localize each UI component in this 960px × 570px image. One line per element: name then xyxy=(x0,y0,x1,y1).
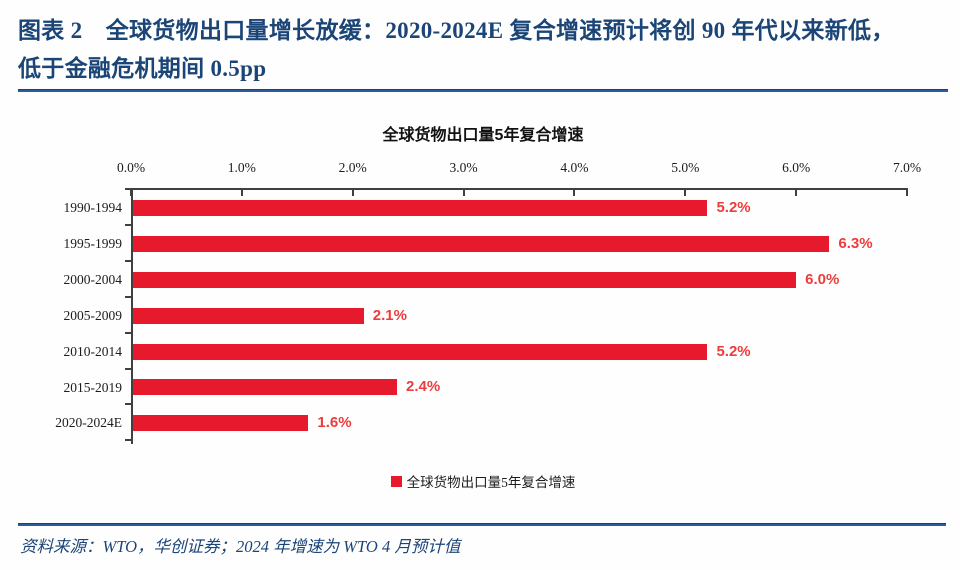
bar-value-label: 5.2% xyxy=(716,198,751,216)
x-axis-tick xyxy=(906,190,908,196)
category-label: 2000-2004 xyxy=(63,271,123,287)
x-axis-tick xyxy=(684,190,687,196)
chart-legend: 全球货物出口量5年复合增速 xyxy=(18,471,948,491)
y-axis-tick xyxy=(125,367,131,370)
bar xyxy=(133,235,830,252)
bar-value-label: 6.3% xyxy=(838,234,873,252)
x-axis-tick xyxy=(130,190,132,196)
x-axis-tick xyxy=(795,190,798,196)
category-label: 1990-1994 xyxy=(63,200,123,215)
bar-value-label: 6.0% xyxy=(805,270,840,288)
y-axis-line xyxy=(131,188,133,444)
legend-swatch-icon xyxy=(390,475,402,487)
bar xyxy=(133,343,708,360)
bar xyxy=(133,199,708,216)
x-axis-tick-label: 5.0% xyxy=(671,160,700,175)
y-axis-tick xyxy=(125,331,131,334)
y-axis-tick xyxy=(125,295,131,298)
x-axis-tick-label: 4.0% xyxy=(560,160,589,175)
bar xyxy=(133,379,398,396)
category-label: 1995-1999 xyxy=(63,235,123,251)
x-axis-tick-label: 3.0% xyxy=(449,160,478,175)
source-note: 资料来源：WTO，华创证券；2024 年增速为 WTO 4 月预计值 xyxy=(20,537,461,556)
y-axis-tick xyxy=(125,188,131,190)
x-axis-line xyxy=(131,188,908,190)
x-axis-tick-label: 1.0% xyxy=(227,160,256,175)
bar xyxy=(133,271,797,288)
legend-label: 全球货物出口量5年复合增速 xyxy=(406,475,576,490)
figure-caption: 图表 2 全球货物出口量增长放缓：2020-2024E 复合增速预计将创 90 … xyxy=(18,12,952,88)
chart-title: 全球货物出口量5年复合增速 xyxy=(382,127,584,144)
bar-value-label: 5.2% xyxy=(716,342,751,360)
x-axis-tick xyxy=(462,190,465,196)
category-label: 2020-2024E xyxy=(55,415,122,431)
figure-caption-line2: 低于金融危机期间 0.5pp xyxy=(18,56,267,81)
category-label: 2015-2019 xyxy=(63,379,123,395)
category-label: 2005-2009 xyxy=(63,307,123,323)
caption-divider-rule xyxy=(18,89,948,92)
y-axis-tick xyxy=(125,223,131,226)
x-axis-tick xyxy=(240,190,243,196)
bar-value-label: 2.4% xyxy=(406,378,441,396)
y-axis-tick xyxy=(125,259,131,262)
x-axis-tick xyxy=(573,190,576,196)
x-axis-tick-label: 7.0% xyxy=(892,160,922,175)
y-axis-tick xyxy=(125,403,131,406)
x-axis-tick-label: 2.0% xyxy=(338,160,367,175)
x-axis-tick xyxy=(351,190,354,196)
x-axis-tick-label: 6.0% xyxy=(782,160,811,175)
bar xyxy=(133,307,364,324)
bar-value-label: 1.6% xyxy=(317,414,352,432)
category-label: 2010-2014 xyxy=(63,343,123,359)
y-axis-tick xyxy=(125,439,131,442)
x-axis-tick-label: 0.0% xyxy=(116,160,146,175)
figure-caption-line1: 图表 2 全球货物出口量增长放缓：2020-2024E 复合增速预计将创 90 … xyxy=(18,18,895,43)
bar xyxy=(133,415,309,432)
bar-value-label: 2.1% xyxy=(372,306,407,324)
footer-divider-rule xyxy=(18,523,946,526)
